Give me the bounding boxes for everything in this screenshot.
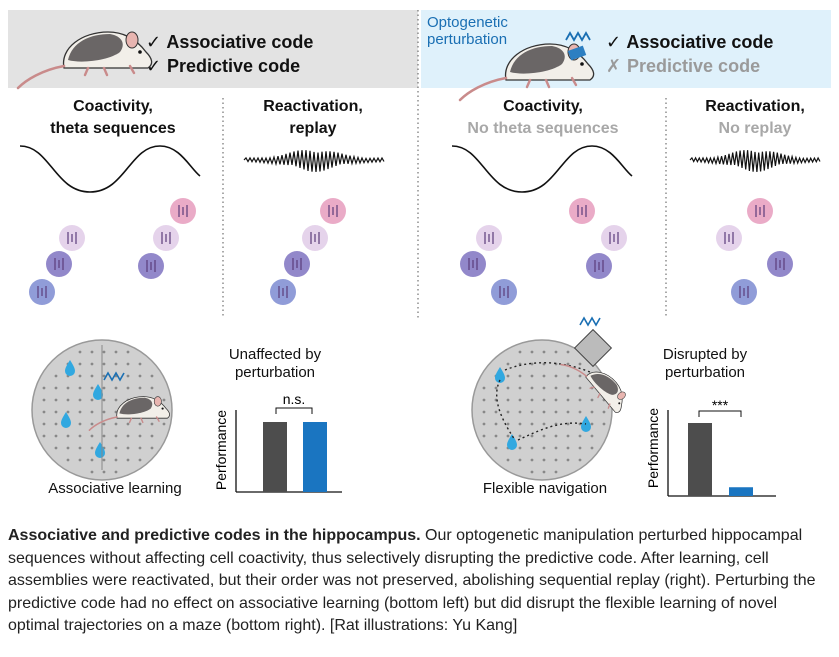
neuron-2-3 (284, 251, 310, 277)
bar-2-1 (688, 423, 712, 496)
figure: ✓ Associative code ✓ Predictive code Opt… (8, 10, 831, 497)
neuron-4-4 (731, 279, 757, 305)
significance-bracket-2 (698, 410, 742, 417)
unaffected-label: Unaffected by perturbation (228, 346, 322, 381)
bar-chart-associative: Performance n.s. (213, 391, 342, 493)
bar-1-1 (263, 422, 287, 492)
panel-title-3: Coactivity, No theta sequences (467, 98, 619, 137)
neuron-1-3 (46, 251, 72, 277)
bar-1-2 (303, 422, 327, 492)
theta-wave-1 (19, 145, 201, 193)
neuron-1-4 (29, 279, 55, 305)
neuron-3-3 (491, 279, 517, 305)
significance-bracket-1 (275, 407, 313, 414)
theta-wave-2 (451, 145, 633, 193)
flexible-navigation-label: Flexible navigation (482, 480, 608, 497)
rat-control (16, 30, 153, 90)
figure-caption: Associative and predictive codes in the … (8, 525, 828, 638)
arena-right (471, 316, 633, 481)
neuron-4-3 (767, 251, 793, 277)
caption-body: Our optogenetic manipulation perturbed h… (8, 527, 816, 635)
ripple-trace-1 (243, 150, 385, 172)
neuron-3-5 (601, 225, 627, 251)
arena-left (31, 339, 173, 481)
optogenetic-label: Optogenetic perturbation (427, 14, 508, 48)
neuron-4-2 (716, 225, 742, 251)
neuron-2-4 (270, 279, 296, 305)
associative-code-check-right: ✓ Associative code (606, 32, 774, 52)
associative-learning-label: Associative learning (48, 480, 182, 497)
neuron-4-1 (747, 198, 773, 224)
figure-artwork: Performance n.s. Performance *** (16, 10, 821, 497)
ylabel-1: Performance (213, 410, 229, 490)
light-wave-icon (565, 31, 591, 42)
disrupted-label: Disrupted by perturbation (662, 346, 748, 381)
neuron-3-6 (586, 253, 612, 279)
optic-implant-icon (567, 45, 587, 61)
neuron-2-2 (302, 225, 328, 251)
panel-title-4: Reactivation, No replay (705, 98, 805, 137)
panel-title-2: Reactivation, replay (263, 98, 363, 137)
bar-chart-navigation: Performance *** (645, 397, 776, 497)
bar-2-2 (729, 487, 753, 496)
neuron-1-6 (138, 253, 164, 279)
ripple-trace-2 (689, 150, 821, 172)
significance-label-2: *** (712, 397, 729, 413)
neuron-1-2 (59, 225, 85, 251)
predictive-code-cross-right: ✗ Predictive code (606, 56, 761, 76)
neuron-3-1 (476, 225, 502, 251)
neuron-2-1 (320, 198, 346, 224)
neuron-1-1 (170, 198, 196, 224)
neuron-1-5 (153, 225, 179, 251)
panel-title-1: Coactivity, theta sequences (50, 98, 176, 137)
significance-label-1: n.s. (283, 391, 306, 407)
neuron-3-2 (460, 251, 486, 277)
neuron-3-4 (569, 198, 595, 224)
associative-code-check-left: ✓ Associative code (146, 32, 314, 52)
caption-title: Associative and predictive codes in the … (8, 527, 421, 544)
neuron-assemblies (29, 198, 793, 305)
ylabel-2: Performance (645, 408, 661, 488)
perturbation-header (421, 10, 831, 88)
